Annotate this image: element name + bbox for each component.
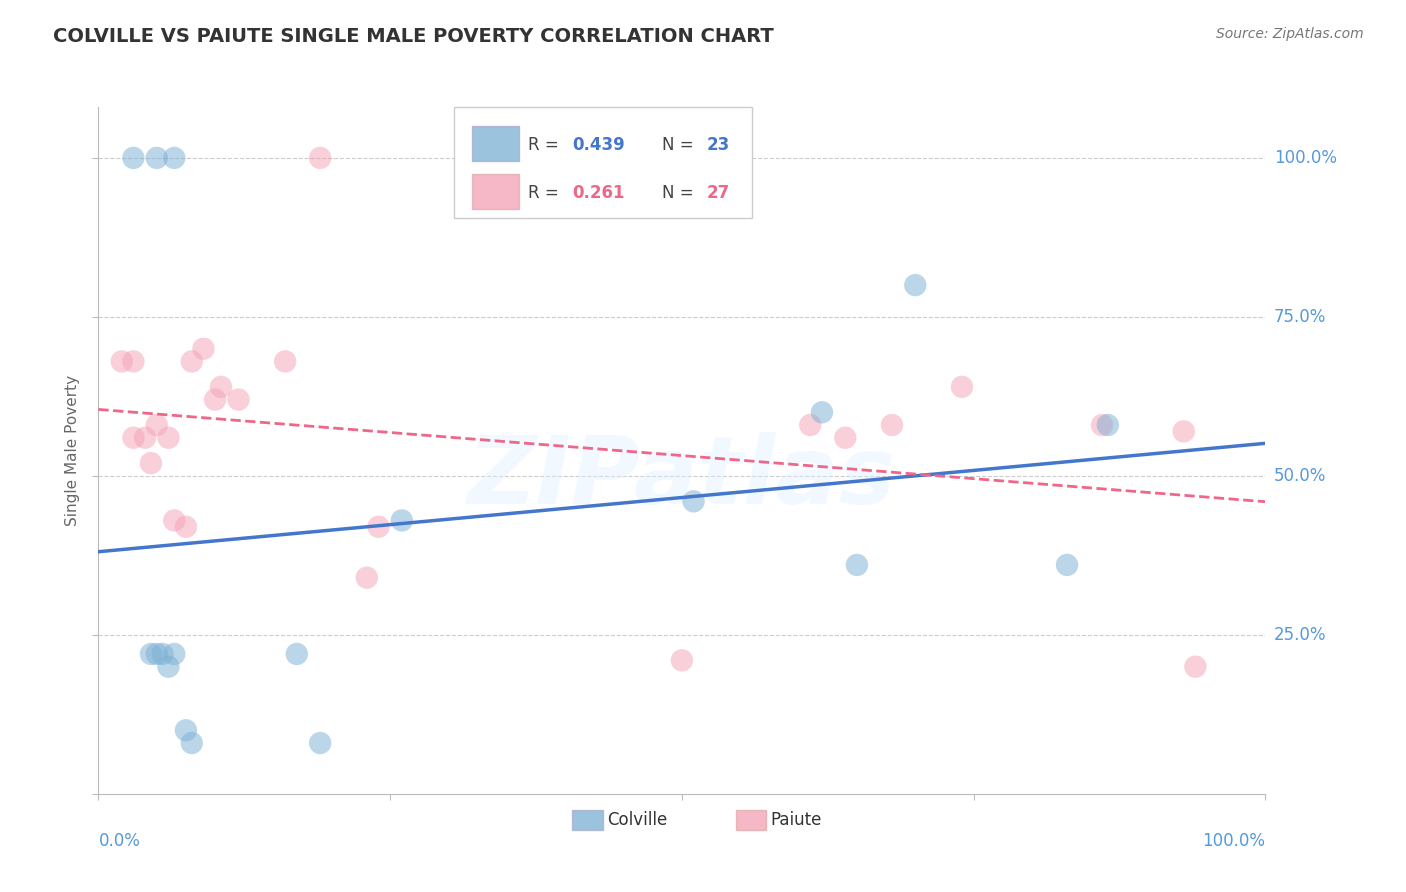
Point <box>1097 417 1119 432</box>
Point <box>811 405 834 419</box>
Point <box>193 342 215 356</box>
Point <box>671 653 693 667</box>
Point <box>152 647 174 661</box>
Point <box>139 456 162 470</box>
Point <box>174 520 197 534</box>
Text: ZIPatlas: ZIPatlas <box>468 432 896 524</box>
Text: 0.439: 0.439 <box>572 136 624 154</box>
Point <box>204 392 226 407</box>
Text: 25.0%: 25.0% <box>1274 626 1326 644</box>
Text: 50.0%: 50.0% <box>1274 467 1326 485</box>
Point <box>180 354 202 368</box>
Point <box>682 494 704 508</box>
Point <box>846 558 869 572</box>
Point <box>228 392 250 407</box>
Text: 27: 27 <box>706 184 730 202</box>
Point <box>950 380 973 394</box>
Point <box>146 151 169 165</box>
Point <box>209 380 232 394</box>
FancyBboxPatch shape <box>572 810 603 830</box>
Point <box>163 647 186 661</box>
Text: R =: R = <box>527 184 564 202</box>
Point <box>163 151 186 165</box>
Point <box>163 513 186 527</box>
Point <box>1184 659 1206 673</box>
Point <box>834 431 856 445</box>
Point <box>180 736 202 750</box>
Text: 23: 23 <box>706 136 730 154</box>
Point <box>367 520 389 534</box>
Point <box>146 417 169 432</box>
Text: COLVILLE VS PAIUTE SINGLE MALE POVERTY CORRELATION CHART: COLVILLE VS PAIUTE SINGLE MALE POVERTY C… <box>53 27 775 45</box>
Point <box>309 736 332 750</box>
Point <box>157 431 180 445</box>
Text: R =: R = <box>527 136 564 154</box>
Point <box>174 723 197 738</box>
Y-axis label: Single Male Poverty: Single Male Poverty <box>65 375 80 526</box>
Point <box>139 647 162 661</box>
FancyBboxPatch shape <box>735 810 766 830</box>
Point <box>146 647 169 661</box>
Point <box>356 571 378 585</box>
FancyBboxPatch shape <box>472 174 519 210</box>
Point <box>799 417 821 432</box>
Point <box>157 659 180 673</box>
Text: Source: ZipAtlas.com: Source: ZipAtlas.com <box>1216 27 1364 41</box>
Text: 0.261: 0.261 <box>572 184 624 202</box>
Point <box>391 513 413 527</box>
Point <box>904 278 927 293</box>
Point <box>1091 417 1114 432</box>
Point <box>1056 558 1078 572</box>
Point <box>309 151 332 165</box>
Text: 75.0%: 75.0% <box>1274 308 1326 326</box>
Point <box>122 354 145 368</box>
Point <box>274 354 297 368</box>
Text: N =: N = <box>662 184 699 202</box>
Point <box>122 151 145 165</box>
Text: Paiute: Paiute <box>770 811 823 829</box>
FancyBboxPatch shape <box>472 126 519 161</box>
Text: 100.0%: 100.0% <box>1202 831 1265 850</box>
Point <box>122 431 145 445</box>
Point <box>880 417 903 432</box>
Text: 100.0%: 100.0% <box>1274 149 1337 167</box>
Point <box>111 354 134 368</box>
Point <box>285 647 308 661</box>
Text: 0.0%: 0.0% <box>98 831 141 850</box>
Point <box>134 431 156 445</box>
Text: Colville: Colville <box>607 811 668 829</box>
FancyBboxPatch shape <box>454 107 752 218</box>
Text: N =: N = <box>662 136 699 154</box>
Point <box>1173 425 1195 439</box>
